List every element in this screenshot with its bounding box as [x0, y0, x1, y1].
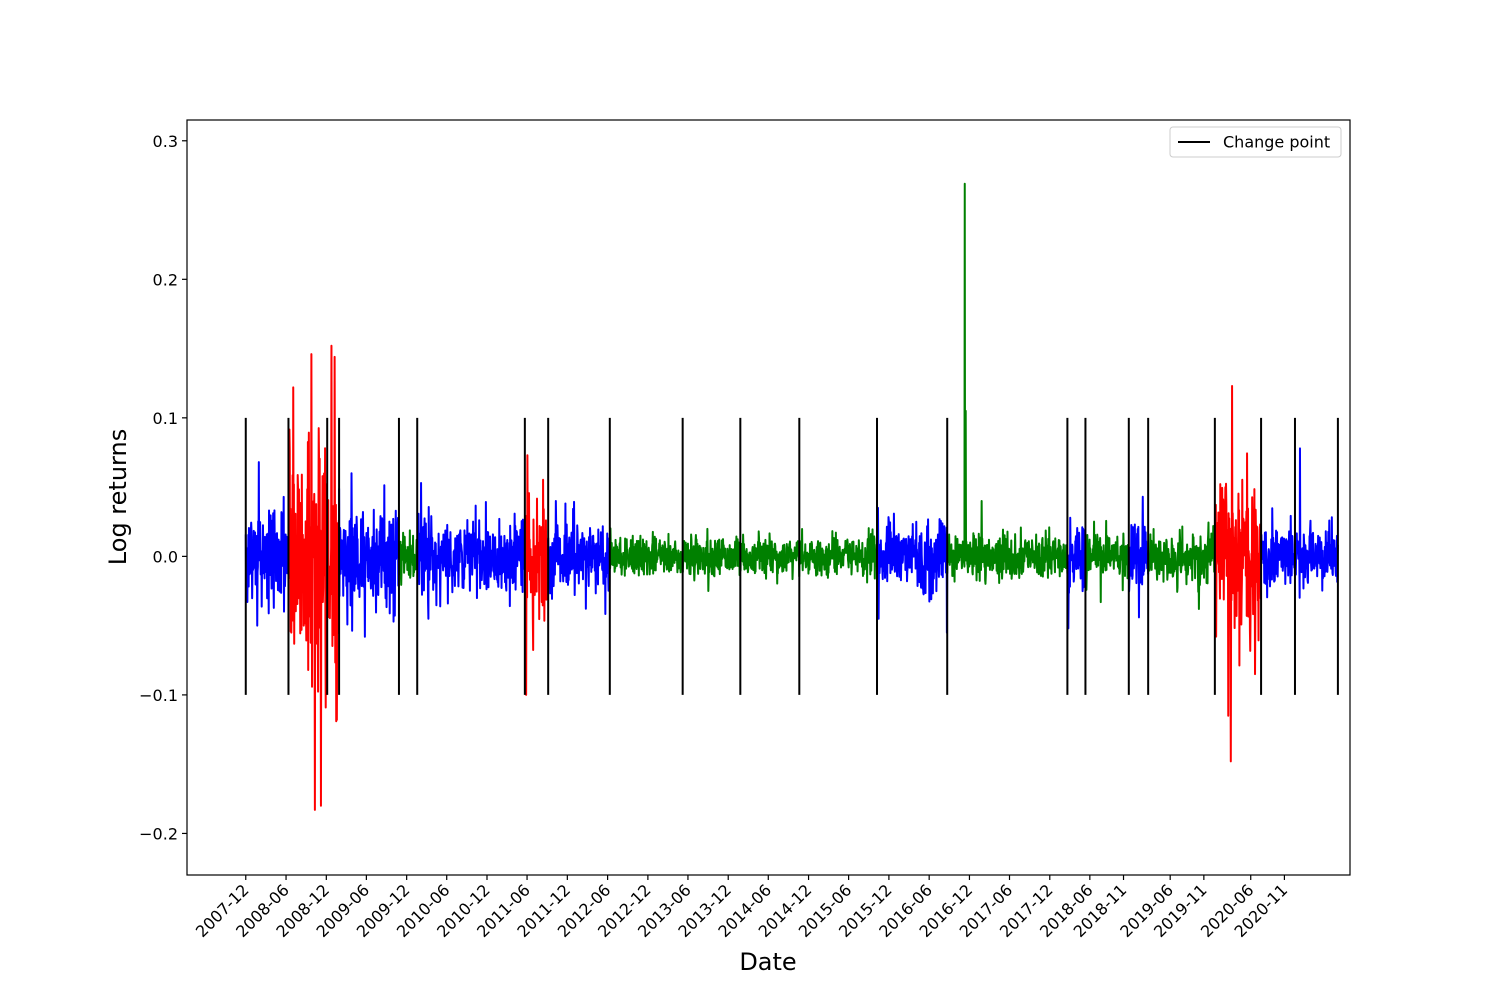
legend-box	[1169, 126, 1342, 158]
series-segment-high-15	[1213, 384, 1263, 763]
y-tick-label-6: −0.2	[139, 824, 178, 843]
series-segment-medium-16	[1260, 447, 1339, 599]
y-tick-label-2: 0.2	[153, 270, 178, 289]
series-segment-low-14	[1147, 521, 1216, 611]
series-segment-medium-13	[1127, 495, 1150, 619]
series-segment-medium-1	[244, 461, 290, 627]
y-tick-label-5: −0.1	[139, 686, 178, 705]
legend-change-point-label: Change point	[1223, 133, 1330, 152]
series-segment-low-10	[946, 182, 1069, 585]
change-point-lines	[244, 417, 1339, 695]
y-tick-label-3: 0.1	[153, 409, 178, 428]
y-tick-label-1: 0.3	[153, 132, 178, 151]
y-tick-label-4: 0.0	[153, 547, 178, 566]
series-segment-medium-11	[1066, 516, 1087, 630]
series-segment-low-12	[1084, 519, 1130, 604]
series-segment-low-4	[397, 529, 419, 586]
series-segment-medium-5	[416, 481, 526, 620]
x-axis-label: Date	[739, 948, 796, 976]
legend: Change point	[1169, 126, 1342, 158]
y-axis-label: Log returns	[104, 429, 132, 565]
series-segment-high-6	[523, 454, 550, 696]
log-returns-series	[244, 182, 1339, 811]
series-segment-high-2	[287, 344, 341, 811]
series-segment-medium-9	[876, 506, 949, 634]
y-axis: 0.3 0.2 0.1 0.0 −0.1 −0.2	[139, 132, 187, 843]
series-segment-medium-7	[547, 499, 611, 616]
series-segment-low-8	[608, 527, 879, 593]
series-segment-medium-3	[338, 472, 400, 638]
